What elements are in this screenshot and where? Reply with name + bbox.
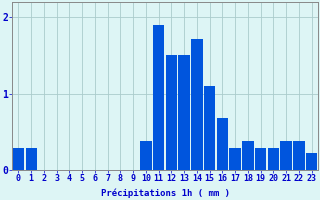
Bar <box>166 55 177 170</box>
Bar <box>280 141 292 170</box>
Bar <box>242 141 253 170</box>
Bar <box>13 148 24 170</box>
Bar <box>217 118 228 170</box>
Bar <box>191 39 203 170</box>
Bar <box>26 148 37 170</box>
Bar <box>178 55 190 170</box>
Bar <box>255 148 266 170</box>
Bar <box>140 141 152 170</box>
Bar <box>306 153 317 170</box>
Bar <box>153 25 164 170</box>
Bar <box>204 86 215 170</box>
Bar <box>293 141 305 170</box>
Bar <box>268 148 279 170</box>
Bar <box>229 148 241 170</box>
X-axis label: Précipitations 1h ( mm ): Précipitations 1h ( mm ) <box>100 188 229 198</box>
